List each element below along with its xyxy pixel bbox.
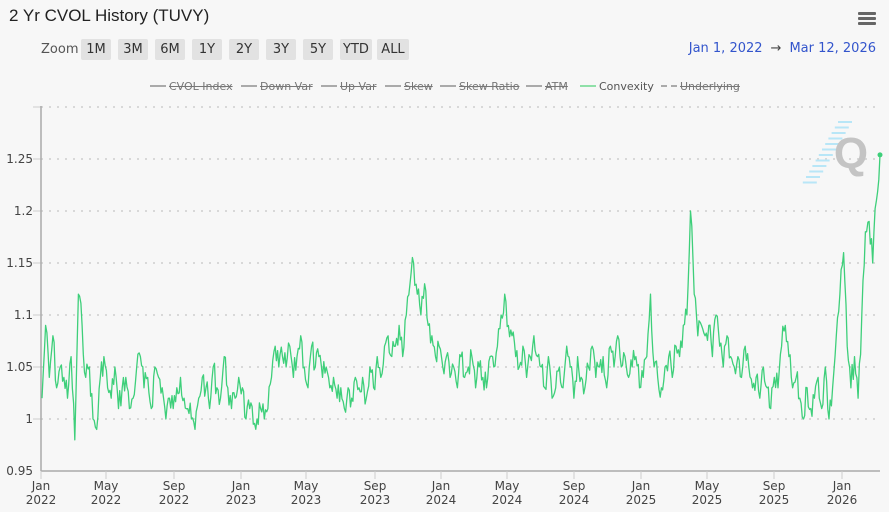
x-tick-label: May (294, 479, 319, 493)
legend-label: Convexity (599, 80, 654, 93)
legend-line-icon (385, 85, 401, 87)
legend-item-skew[interactable]: Skew (385, 80, 433, 93)
x-tick-label: Jan (431, 479, 451, 493)
x-tick-label: 2026 (827, 493, 858, 507)
legend-item-convexity[interactable]: Convexity (580, 80, 654, 93)
x-tick-label: May (495, 479, 520, 493)
x-tick-label: Sep (563, 479, 586, 493)
legend-item-atm[interactable]: ATM (526, 80, 568, 93)
zoom-button-1m[interactable]: 1M (81, 39, 111, 60)
x-tick-label: 2024 (426, 493, 457, 507)
legend-item-cvol-index[interactable]: CVOL Index (150, 80, 233, 93)
legend-item-up-var[interactable]: Up Var (321, 80, 376, 93)
legend-line-icon (661, 85, 677, 87)
legend-line-icon (526, 85, 542, 87)
x-tick-label: 2022 (26, 493, 57, 507)
x-tick-label: Jan (631, 479, 651, 493)
x-tick-label: 2023 (226, 493, 257, 507)
legend-line-icon (241, 85, 257, 87)
x-tick-label: 2022 (91, 493, 122, 507)
x-tick-label: May (695, 479, 720, 493)
hamburger-menu-icon[interactable] (858, 12, 876, 26)
zoom-label: Zoom (41, 42, 79, 57)
legend-line-icon (321, 85, 337, 87)
zoom-button-ytd[interactable]: YTD (340, 39, 372, 60)
last-point-marker[interactable] (877, 152, 883, 158)
legend-label: Skew Ratio (459, 80, 520, 93)
legend-line-icon (150, 85, 166, 87)
x-tick-label: Jan (231, 479, 251, 493)
zoom-button-3y[interactable]: 3Y (266, 39, 296, 60)
x-tick-label: 2024 (492, 493, 523, 507)
convexity-series-line[interactable] (41, 154, 881, 441)
legend-label: Skew (404, 80, 433, 93)
x-tick-label: Sep (763, 479, 786, 493)
zoom-button-2y[interactable]: 2Y (229, 39, 259, 60)
legend-line-icon (440, 85, 456, 87)
y-tick-label: 1.2 (14, 204, 33, 218)
y-tick-label: 1.15 (6, 256, 33, 270)
q-logo-icon: Q (802, 121, 868, 184)
svg-text:Q: Q (834, 129, 868, 178)
range-to[interactable]: Mar 12, 2026 (789, 41, 876, 56)
x-tick-label: Jan (832, 479, 852, 493)
y-tick-label: 1.25 (6, 152, 33, 166)
x-tick-label: 2023 (291, 493, 322, 507)
zoom-button-5y[interactable]: 5Y (303, 39, 333, 60)
x-tick-label: 2023 (360, 493, 391, 507)
x-tick-label: 2025 (626, 493, 657, 507)
legend-line-icon (580, 85, 596, 87)
zoom-button-1y[interactable]: 1Y (192, 39, 222, 60)
legend-label: Down Var (260, 80, 313, 93)
range-arrow: → (770, 41, 782, 56)
legend-item-down-var[interactable]: Down Var (241, 80, 313, 93)
x-tick-label: Sep (163, 479, 186, 493)
zoom-button-6m[interactable]: 6M (155, 39, 185, 60)
x-tick-label: Jan (31, 479, 51, 493)
legend-label: CVOL Index (169, 80, 233, 93)
legend-item-skew-ratio[interactable]: Skew Ratio (440, 80, 519, 93)
zoom-button-all[interactable]: ALL (377, 39, 409, 60)
range-from[interactable]: Jan 1, 2022 (688, 41, 763, 56)
legend-label: ATM (545, 80, 568, 93)
x-tick-label: 2024 (559, 493, 590, 507)
chart-title: 2 Yr CVOL History (TUVY) (9, 6, 210, 25)
y-tick-label: 1.1 (14, 308, 33, 322)
legend-label: Up Var (340, 80, 377, 93)
legend-item-underlying[interactable]: Underlying (661, 80, 740, 93)
date-range: Jan 1, 2022 → Mar 12, 2026 (689, 41, 876, 56)
y-tick-label: 0.95 (6, 464, 33, 478)
x-tick-label: 2022 (159, 493, 190, 507)
y-tick-label: 1 (25, 412, 33, 426)
x-tick-label: Sep (364, 479, 387, 493)
legend-label: Underlying (680, 80, 740, 93)
y-tick-label: 1.05 (6, 360, 33, 374)
x-tick-label: May (94, 479, 119, 493)
x-tick-label: 2025 (759, 493, 790, 507)
zoom-button-3m[interactable]: 3M (118, 39, 148, 60)
x-tick-label: 2025 (692, 493, 723, 507)
